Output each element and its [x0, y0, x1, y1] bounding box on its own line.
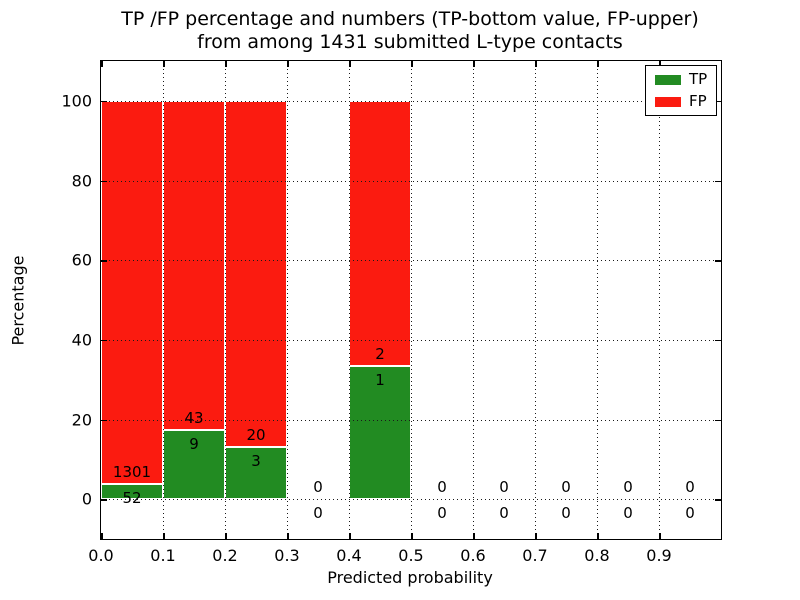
v-gridline	[597, 61, 598, 539]
y-tick-mark	[101, 499, 107, 501]
fp-count-label: 43	[184, 409, 204, 428]
y-tick-mark	[101, 180, 107, 182]
y-tick-label: 80	[71, 171, 92, 190]
x-tick-mark	[473, 533, 475, 539]
fp-count-label: 0	[437, 478, 447, 497]
bar-segment-fp	[101, 100, 163, 484]
x-tick-label: 0.7	[522, 546, 548, 565]
fp-count-label: 0	[623, 478, 633, 497]
x-tick-mark	[349, 61, 351, 67]
x-tick-mark	[163, 61, 165, 67]
x-tick-label: 0.1	[150, 546, 176, 565]
v-gridline	[411, 61, 412, 539]
x-tick-mark	[535, 533, 537, 539]
v-gridline	[473, 61, 474, 539]
x-tick-mark	[349, 533, 351, 539]
y-tick-label: 40	[71, 330, 92, 350]
legend-swatch-fp	[655, 96, 681, 107]
chart-title: TP /FP percentage and numbers (TP-bottom…	[100, 8, 720, 54]
tp-count-label: 0	[313, 504, 323, 523]
x-tick-mark	[411, 533, 413, 539]
y-tick-mark	[101, 339, 107, 342]
v-gridline	[535, 61, 536, 539]
x-tick-mark	[101, 533, 103, 539]
fp-count-label: 0	[561, 478, 571, 497]
tp-count-label: 0	[623, 504, 633, 523]
y-tick-mark	[101, 100, 107, 103]
legend-label: TP	[689, 70, 708, 88]
tp-count-label: 52	[122, 488, 142, 507]
x-tick-mark	[597, 61, 599, 67]
x-tick-mark	[597, 533, 599, 539]
y-tick-label: 0	[81, 489, 92, 509]
x-tick-label: 0.3	[274, 546, 300, 565]
fp-count-label: 0	[499, 478, 509, 497]
v-gridline	[163, 61, 164, 539]
y-tick-mark	[101, 419, 107, 421]
y-tick-label: 100	[61, 91, 92, 111]
v-gridline	[659, 61, 660, 539]
x-tick-mark	[659, 61, 661, 67]
v-gridline	[287, 61, 288, 539]
y-tick-label: 60	[71, 250, 92, 270]
bar-segment-tp	[225, 447, 287, 500]
bar-segment-tp	[101, 483, 163, 500]
fp-count-label: 0	[685, 478, 695, 497]
fp-count-label: 0	[313, 478, 323, 497]
y-axis-label: Percentage	[8, 255, 28, 346]
chart-title-line2: from among 1431 submitted L-type contact…	[197, 31, 623, 53]
plot-area: 0.0 0.1 0.2 0.3 0.4 0.5 0.6 0.7 0.8 0.9 0 20 40 60 80 1…	[61, 60, 722, 565]
bar-segment-tp	[163, 430, 225, 500]
x-axis-label: Predicted probability	[327, 568, 493, 587]
legend: TP FP	[645, 65, 718, 116]
fp-count-label: 20	[246, 426, 266, 445]
chart-title-line1: TP /FP percentage and numbers (TP-bottom…	[121, 8, 699, 30]
bar-segment-tp	[349, 366, 411, 500]
y-tick-mark	[715, 499, 721, 501]
x-tick-mark	[163, 533, 165, 539]
x-tick-label: 0.0	[88, 546, 114, 565]
x-tick-mark	[225, 61, 227, 67]
tp-count-label: 9	[189, 435, 199, 454]
y-tick-mark	[715, 339, 721, 342]
x-tick-label: 0.9	[646, 546, 672, 565]
bar-segment-fp	[225, 100, 287, 448]
x-tick-label: 0.5	[398, 546, 424, 565]
y-tick-mark	[715, 419, 721, 421]
y-tick-mark	[101, 260, 107, 262]
tp-count-label: 0	[561, 504, 571, 523]
x-tick-label: 0.6	[460, 546, 486, 565]
tp-count-label: 1	[375, 371, 385, 390]
fp-count-label: 1301	[112, 462, 152, 481]
x-tick-mark	[101, 61, 103, 67]
x-tick-mark	[411, 61, 413, 67]
tp-count-label: 0	[499, 504, 509, 523]
tp-count-label: 0	[685, 504, 695, 523]
tp-count-label: 3	[251, 452, 261, 471]
y-tick-mark	[715, 100, 721, 103]
v-gridline	[225, 61, 226, 539]
tp-count-label: 0	[437, 504, 447, 523]
bar-segment-fp	[349, 100, 411, 367]
x-tick-mark	[287, 61, 289, 67]
x-tick-mark	[535, 61, 537, 67]
x-tick-mark	[473, 61, 475, 67]
v-gridline	[349, 61, 350, 539]
fp-count-label: 2	[375, 345, 385, 364]
x-tick-mark	[225, 533, 227, 539]
y-tick-mark	[715, 260, 721, 262]
bar-segment-fp	[163, 100, 225, 431]
x-tick-mark	[287, 533, 289, 539]
legend-entry-tp: TP	[655, 72, 707, 87]
x-tick-mark	[659, 533, 661, 539]
legend-swatch-tp	[655, 74, 681, 85]
x-tick-label: 0.2	[212, 546, 238, 565]
legend-label: FP	[689, 92, 707, 110]
x-tick-label: 0.4	[336, 546, 362, 565]
y-tick-label: 20	[71, 410, 92, 429]
x-tick-label: 0.8	[584, 546, 610, 565]
y-tick-mark	[715, 180, 721, 182]
legend-entry-fp: FP	[655, 94, 707, 109]
